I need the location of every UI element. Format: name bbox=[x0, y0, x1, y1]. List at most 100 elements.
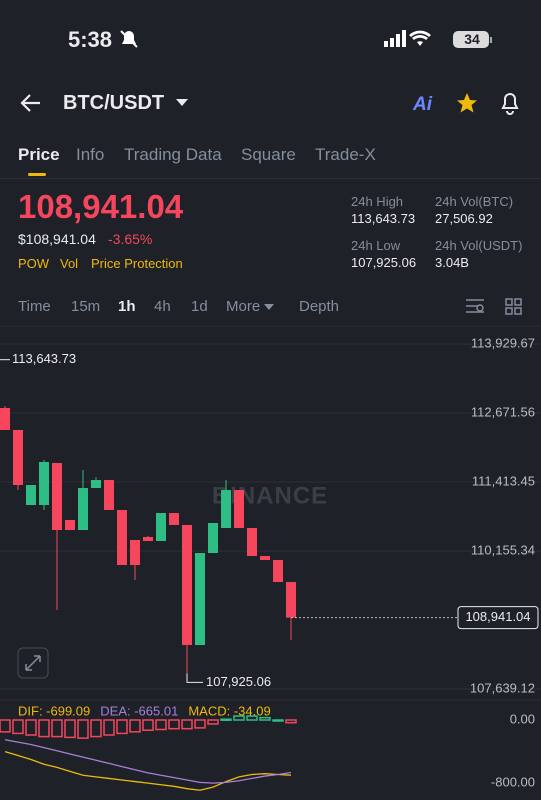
tab-indicator bbox=[28, 173, 46, 176]
candle-body bbox=[117, 510, 127, 566]
candle-body bbox=[182, 524, 192, 645]
macd-bar bbox=[116, 719, 128, 735]
interval[interactable]: Time bbox=[18, 298, 51, 315]
low-marker-line bbox=[186, 673, 203, 683]
macd-bar bbox=[77, 719, 89, 739]
stat-label: 24h Low bbox=[351, 238, 401, 253]
legend-entry: MACD: -34.09 bbox=[188, 703, 270, 718]
macd-line bbox=[4, 739, 292, 784]
y-tick-label: 113,929.67 bbox=[471, 335, 535, 350]
candle-body bbox=[39, 462, 49, 506]
candle-body bbox=[169, 513, 179, 525]
macd-bar bbox=[142, 719, 154, 732]
expand-icon bbox=[25, 655, 41, 671]
legend-entry: DIF: -699.09 bbox=[18, 703, 90, 718]
last-price: 108,941.04 bbox=[18, 188, 184, 225]
candle-body bbox=[156, 513, 166, 541]
y-tick-label: 0.00 bbox=[510, 711, 535, 726]
battery-level: 34 bbox=[464, 31, 480, 47]
macd-bar bbox=[90, 719, 102, 738]
macd-bar bbox=[155, 719, 167, 731]
macd-bar bbox=[285, 719, 297, 724]
y-tick-label: 110,155.34 bbox=[471, 542, 535, 557]
macd-bar bbox=[12, 719, 24, 735]
candle-body bbox=[26, 484, 36, 506]
tag[interactable]: Price Protection bbox=[91, 256, 183, 271]
stat-value: 3.04B bbox=[435, 255, 469, 270]
macd-bar bbox=[168, 719, 180, 730]
favorite-star[interactable] bbox=[456, 92, 478, 114]
candle-body bbox=[52, 463, 62, 531]
interval[interactable]: Depth bbox=[299, 298, 340, 315]
status-icons bbox=[384, 30, 492, 48]
stat-label: 24h Vol(BTC) bbox=[435, 194, 514, 209]
candle-body bbox=[130, 540, 140, 566]
candle-body bbox=[65, 519, 75, 531]
tag[interactable]: POW bbox=[18, 256, 50, 271]
stat-value: 107,925.06 bbox=[351, 255, 417, 270]
candle-body bbox=[247, 527, 257, 557]
macd-bar bbox=[25, 719, 37, 736]
chart-tools[interactable] bbox=[466, 297, 526, 317]
candle-body bbox=[91, 480, 101, 489]
pair-title[interactable]: BTC/USDT bbox=[63, 92, 165, 114]
price-change: -3.65% bbox=[108, 231, 153, 247]
macd-bar bbox=[0, 719, 11, 733]
tag[interactable]: Vol bbox=[60, 256, 79, 271]
macd-bar bbox=[64, 719, 76, 739]
candle-body bbox=[260, 556, 270, 561]
interval[interactable]: 1d bbox=[191, 298, 208, 315]
tab[interactable]: Square bbox=[241, 145, 296, 164]
macd-bar bbox=[272, 719, 284, 722]
more-caret[interactable] bbox=[264, 303, 274, 311]
macd-bar bbox=[51, 719, 63, 738]
back-button[interactable] bbox=[20, 93, 42, 113]
candle-body bbox=[286, 582, 296, 618]
macd-bar bbox=[194, 719, 206, 729]
macd-bar bbox=[233, 715, 245, 721]
candle-body bbox=[208, 523, 218, 554]
pair-caret[interactable] bbox=[176, 98, 188, 108]
stat-label: 24h High bbox=[351, 194, 404, 209]
candle-body bbox=[234, 490, 244, 528]
y-tick-label: 107,639.12 bbox=[470, 680, 535, 695]
last-price-label: 108,941.04 bbox=[465, 609, 530, 624]
y-tick-label: -800.00 bbox=[491, 775, 535, 790]
tab[interactable]: Trading Data bbox=[124, 145, 222, 164]
stat-label: 24h Vol(USDT) bbox=[435, 238, 523, 253]
macd-bar bbox=[103, 719, 115, 736]
stat-value: 27,506.92 bbox=[435, 211, 493, 226]
high-marker-label: 113,643.73 bbox=[12, 351, 76, 366]
low-marker-label: 107,925.06 bbox=[206, 674, 271, 689]
candle-body bbox=[13, 429, 23, 485]
watermark: BINANCE bbox=[212, 482, 328, 509]
candle-body bbox=[104, 480, 114, 511]
macd-bar bbox=[207, 719, 219, 725]
macd-bar bbox=[181, 719, 193, 730]
ai-button[interactable]: Ai bbox=[413, 94, 432, 115]
interval[interactable]: 1h bbox=[118, 298, 136, 315]
macd-bar bbox=[38, 719, 50, 738]
stat-value: 113,643.73 bbox=[351, 211, 416, 226]
interval[interactable]: 4h bbox=[154, 298, 171, 315]
fiat-price: $108,941.04 bbox=[18, 231, 96, 247]
tab[interactable]: Trade-X bbox=[315, 145, 376, 164]
interval[interactable]: More bbox=[226, 298, 261, 315]
tab[interactable]: Price bbox=[18, 145, 60, 164]
tab[interactable]: Info bbox=[76, 145, 105, 164]
last-price-box bbox=[457, 606, 539, 630]
expand-button[interactable] bbox=[17, 647, 49, 679]
candle-body bbox=[273, 560, 283, 583]
macd-bar bbox=[129, 719, 141, 733]
interval[interactable]: 15m bbox=[71, 298, 101, 315]
legend-entry: DEA: -665.01 bbox=[100, 703, 178, 718]
macd-bar bbox=[220, 718, 232, 721]
divider bbox=[0, 178, 541, 179]
y-tick-label: 112,671.56 bbox=[471, 404, 535, 419]
candle-body bbox=[221, 490, 231, 528]
candle-body bbox=[78, 488, 88, 531]
alert-bell[interactable] bbox=[499, 91, 521, 115]
candle-body bbox=[0, 407, 10, 430]
